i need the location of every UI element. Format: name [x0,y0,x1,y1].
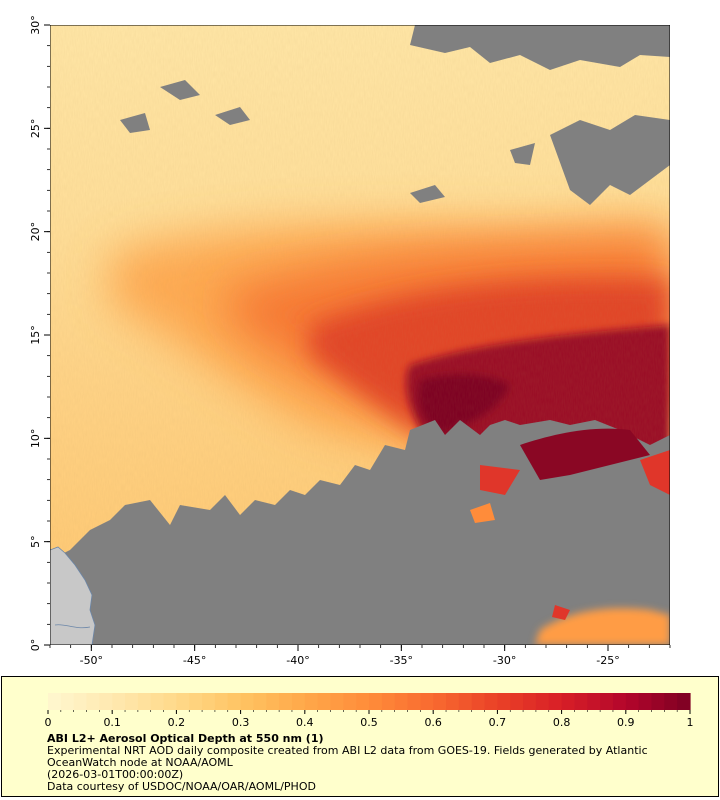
lon-tick-label: -45° [183,654,206,667]
color-bar-segment [638,693,653,710]
product-description: Experimental NRT AOD daily composite cre… [47,744,648,769]
product-timestamp: (2026-03-01T00:00:00Z) [47,768,184,781]
color-bar-label: 0.4 [296,716,314,729]
lon-tick-label: -25° [596,654,619,667]
color-bar-segment [407,693,421,710]
color-bar-segment [548,693,563,710]
color-bar-segment [561,693,576,710]
color-bar-segment [112,693,126,710]
color-bar-segment [523,693,537,710]
product-title: ABI L2+ Aerosol Optical Depth at 550 nm … [47,732,324,745]
color-bar-label: 0.9 [617,716,635,729]
lat-tick-label: 0° [29,639,42,652]
color-bar-segment [458,693,473,710]
color-bar-ticks: 0 0.1 0.2 0.3 0.4 0.5 0.6 0.7 0.8 0.9 1 [45,710,694,729]
color-bar-segment [471,693,486,710]
color-bar-segment [612,693,627,710]
southern-plume-patch [535,605,670,645]
color-bar-label: 0 [45,716,52,729]
color-bar-segment [86,693,100,710]
color-bar-label: 0.6 [424,716,442,729]
color-bar-segment [291,693,306,710]
color-bar-label: 0.5 [360,716,378,729]
color-bar-segment [266,693,280,710]
color-bar-label: 0.1 [103,716,121,729]
latitude-axis: 0° 5° 10° 15° 20° 25° 30° [29,15,50,651]
lat-tick-label: 25° [29,119,42,139]
color-bar-segment [317,693,332,710]
color-bar-segment [137,693,152,710]
lat-tick-label: 10° [29,429,42,449]
aod-map [50,25,670,645]
color-bar-segment [125,693,139,710]
color-bar-segment [60,693,75,710]
color-bar-segment [446,693,460,710]
color-bar-segment [176,693,190,710]
color-bar-segment [150,693,165,710]
color-bar-segment [240,693,255,710]
data-credit: Data courtesy of USDOC/NOAA/OAR/AOML/PHO… [47,780,316,793]
color-bar-segment [214,693,229,710]
color-bar-segment [420,693,434,710]
color-bar [48,693,691,710]
color-bar-segment [651,693,665,710]
color-bar-segment [189,693,203,710]
color-scale: 0 0.1 0.2 0.3 0.4 0.5 0.6 0.7 0.8 0.9 1 [45,693,694,729]
color-bar-segment [600,693,614,710]
color-bar-segment [202,693,216,710]
color-bar-segment [535,693,550,710]
color-bar-segment [484,693,498,710]
color-bar-segment [99,693,113,710]
color-bar-label: 0.7 [489,716,507,729]
color-bar-segment [48,693,62,710]
color-bar-segment [497,693,511,710]
land-mass [50,546,96,645]
color-bar-segment [587,693,601,710]
color-bar-segment [433,693,447,710]
color-bar-segment [625,693,640,710]
color-bar-label: 1 [687,716,694,729]
longitude-axis: -50° -45° -40° -35° -30° -25° [49,645,671,667]
legend-panel: 0 0.1 0.2 0.3 0.4 0.5 0.6 0.7 0.8 0.9 1 [1,676,719,797]
lat-tick-label: 30° [29,15,42,35]
color-bar-segment [664,693,678,710]
color-bar-segment [304,693,319,710]
lat-tick-label: 15° [29,325,42,345]
lon-tick-label: -40° [286,654,309,667]
color-bar-segment [343,693,357,710]
color-bar-segment [330,693,344,710]
color-bar-segment [227,693,242,710]
lat-tick-label: 5° [29,535,42,548]
color-bar-label: 0.3 [232,716,250,729]
lat-tick-label: 20° [29,222,42,242]
plume-fragments [470,428,670,523]
color-bar-segment [163,693,177,710]
color-bar-label: 0.2 [168,716,186,729]
color-bar-segment [510,693,524,710]
lon-tick-label: -50° [80,654,103,667]
lon-tick-label: -35° [390,654,413,667]
lon-tick-label: -30° [493,654,516,667]
color-bar-label: 0.8 [553,716,571,729]
color-bar-segment [574,693,588,710]
color-bar-segment [381,693,396,710]
color-bar-segment [73,693,88,710]
color-bar-segment [677,693,691,710]
color-bar-segment [279,693,293,710]
color-bar-segment [369,693,383,710]
color-bar-segment [253,693,267,710]
aod-map-svg [50,25,670,645]
color-bar-segment [394,693,409,710]
color-bar-segment [356,693,370,710]
